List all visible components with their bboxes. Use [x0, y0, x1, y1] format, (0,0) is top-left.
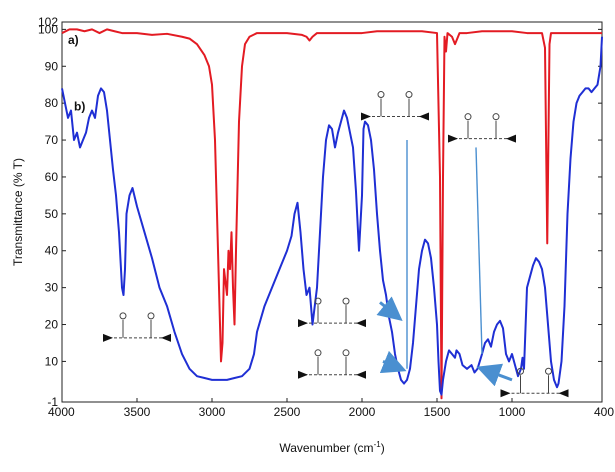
annotation-arrow [379, 350, 407, 374]
series-label-b: b) [74, 100, 85, 114]
molecule-atom [147, 312, 155, 320]
molecule-wedge [419, 112, 429, 121]
molecule-wedge [558, 389, 569, 398]
molecule-atom [545, 367, 552, 375]
molecule-sketch [103, 312, 171, 342]
y-tick-label: 20 [45, 318, 59, 332]
annotation-arrow [476, 363, 513, 387]
molecule-wedge [161, 333, 171, 342]
molecule-atom [492, 113, 500, 121]
annotation-layer [376, 140, 513, 387]
molecule-wedge [506, 134, 516, 143]
y-tick-label: 10 [45, 354, 59, 368]
molecule-atom [342, 349, 350, 357]
x-tick-label: 4000 [48, 405, 75, 419]
molecule-sketch [361, 91, 429, 121]
molecule-wedge [356, 319, 366, 328]
y-tick-label: 100 [38, 22, 58, 36]
x-tick-label: 1000 [499, 405, 526, 419]
molecule-atom [314, 297, 322, 305]
x-axis-title-close: ) [381, 441, 385, 455]
x-axis-title-sup: -1 [374, 440, 382, 449]
x-axis-title-text: Wavenumber (cm [279, 441, 373, 455]
series-label-a: a) [68, 33, 79, 47]
molecule-sketch [448, 113, 516, 143]
molecule-atom [377, 91, 385, 99]
molecule-wedge [298, 370, 308, 379]
molecule-atom [517, 367, 524, 375]
molecule-wedge [103, 333, 113, 342]
molecule-atom [119, 312, 127, 320]
series-layer [61, 28, 603, 400]
y-tick-label: 70 [45, 133, 59, 147]
molecule-sketch-layer [103, 91, 569, 398]
x-tick-label: 400 [594, 405, 614, 419]
molecule-atom [405, 91, 413, 99]
series-line-a [61, 28, 602, 400]
molecule-wedge [361, 112, 371, 121]
y-tick-label: -1 [47, 395, 58, 409]
y-tick-label: 50 [45, 207, 59, 221]
molecule-wedge [500, 389, 511, 398]
x-axis-title: Wavenumber (cm-1) [279, 440, 384, 455]
annotation-pointer-line [475, 147, 483, 355]
molecule-atom [342, 297, 350, 305]
y-axis-title: Transmittance (% T) [11, 158, 25, 266]
annotation-arrow [376, 296, 403, 321]
molecule-sketch [500, 367, 569, 398]
y-tick-label: 40 [45, 244, 59, 258]
series-label-layer: a) b) [68, 33, 85, 113]
y-tick-label: 80 [45, 96, 59, 110]
y-tick-label: 102 [38, 15, 58, 29]
x-tick-label: 3000 [199, 405, 226, 419]
series-line-b [61, 36, 603, 396]
plot-frame [61, 21, 603, 403]
x-tick-label: 1500 [424, 405, 451, 419]
molecule-atom [314, 349, 322, 357]
molecule-wedge [356, 370, 366, 379]
y-tick-label: 90 [45, 59, 59, 73]
x-tick-label: 3500 [124, 405, 151, 419]
molecule-wedge [298, 319, 308, 328]
molecule-sketch [298, 349, 366, 379]
x-tick-label: 2500 [274, 405, 301, 419]
molecule-atom [464, 113, 472, 121]
molecule-sketch [298, 297, 366, 328]
y-tick-label: 60 [45, 170, 59, 184]
y-tick-label: 30 [45, 281, 59, 295]
x-tick-label: 2000 [349, 405, 376, 419]
molecule-wedge [448, 134, 458, 143]
x-axis-ticks: 4000 3500 3000 2500 2000 1500 1000 400 [48, 398, 614, 419]
